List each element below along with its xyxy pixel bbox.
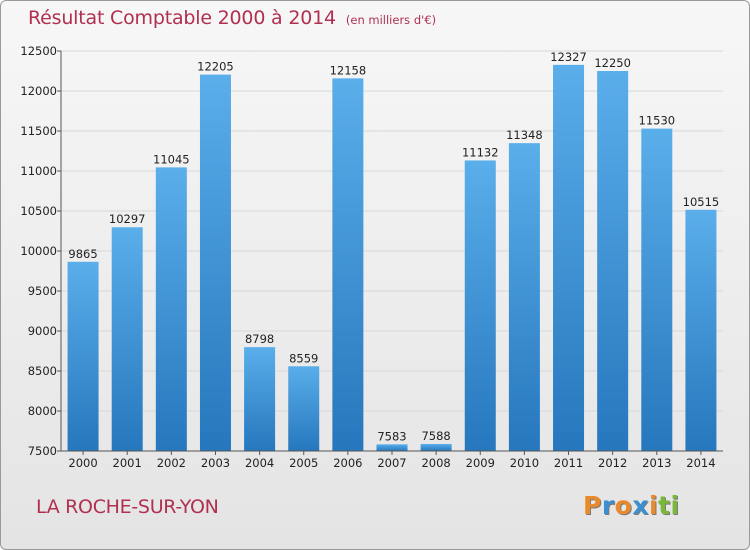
bar-2008 [420, 443, 452, 451]
data-label-2001: 10297 [109, 212, 146, 226]
data-label-2002: 11045 [153, 152, 190, 166]
x-tick-label: 2005 [289, 456, 318, 470]
x-tick-label: 2002 [157, 456, 186, 470]
data-label-2004: 8798 [245, 332, 274, 346]
title-row: Résultat Comptable 2000 à 2014 (en millie… [28, 7, 436, 29]
y-tick-label: 12000 [20, 84, 57, 98]
x-tick-label: 2004 [245, 456, 274, 470]
x-tick-label: 2013 [642, 456, 671, 470]
logo-letter: i [649, 491, 659, 520]
y-tick-label: 9000 [28, 324, 57, 338]
data-label-2011: 12327 [550, 50, 587, 64]
x-tick-label: 2008 [421, 456, 450, 470]
axes [57, 50, 723, 455]
bar-2010 [508, 143, 540, 451]
data-label-2013: 11530 [639, 114, 676, 128]
y-tick-label: 11500 [20, 124, 57, 138]
y-tick-label: 11000 [20, 164, 57, 178]
city-name: LA ROCHE-SUR-YON [36, 496, 219, 518]
y-tick-labels: 7500 8000 8500 9000 9500 10000 10500 11000 11500… [20, 44, 57, 458]
x-tick-label: 2003 [201, 456, 230, 470]
x-tick-label: 2009 [466, 456, 495, 470]
x-tick-label: 2011 [554, 456, 583, 470]
bar-2009 [464, 160, 496, 451]
chart-subtitle: (en milliers d'€) [345, 13, 437, 27]
y-tick-label: 9500 [28, 284, 57, 298]
x-tick-label: 2000 [68, 456, 97, 470]
data-label-2009: 11132 [462, 145, 499, 159]
x-tick-label: 2006 [333, 456, 362, 470]
bars [67, 64, 717, 452]
y-tick-label: 8000 [28, 404, 57, 418]
bar-2002 [155, 167, 187, 451]
data-label-2000: 9865 [68, 247, 97, 261]
bar-2006 [332, 78, 364, 452]
data-labels: 9865 10297 11045 12205 8798 8559 12158 7583 7588… [68, 50, 719, 444]
x-tick-labels: 2000 2001 2002 2003 2004 2005 2006 2007 2008 2009… [68, 456, 715, 470]
bar-2001 [111, 227, 143, 451]
data-label-2005: 8559 [289, 351, 318, 365]
bar-2003 [199, 74, 231, 451]
bar-2000 [67, 261, 99, 451]
y-tick-label: 12500 [20, 44, 57, 58]
logo-letter: t [658, 491, 671, 520]
y-tick-label: 10000 [20, 244, 57, 258]
y-tick-label: 8500 [28, 364, 57, 378]
x-tick-label: 2010 [510, 456, 539, 470]
data-label-2008: 7588 [421, 429, 450, 443]
data-label-2007: 7583 [377, 429, 406, 443]
bar-2014 [685, 209, 717, 451]
logo-letter: P [583, 491, 602, 520]
x-tick-label: 2012 [598, 456, 627, 470]
data-label-2012: 12250 [594, 56, 631, 70]
y-tick-label: 7500 [28, 444, 57, 458]
x-tick-label: 2001 [113, 456, 142, 470]
data-label-2006: 12158 [330, 63, 367, 77]
data-label-2010: 11348 [506, 128, 543, 142]
data-label-2014: 10515 [683, 195, 720, 209]
chart-title: Résultat Comptable 2000 à 2014 [28, 7, 336, 29]
x-tick-label: 2014 [686, 456, 715, 470]
bar-2012 [597, 71, 629, 451]
bar-2007 [376, 444, 408, 451]
logo-letter: x [632, 491, 649, 520]
logo-letter: r [601, 491, 615, 520]
bar-2004 [244, 347, 276, 451]
data-label-2003: 12205 [197, 60, 234, 74]
logo-letter: o [614, 491, 633, 520]
y-tick-label: 10500 [20, 204, 57, 218]
bar-2011 [553, 64, 585, 451]
bar-2005 [288, 366, 320, 451]
logo-letter: i [670, 491, 680, 520]
bar-2013 [641, 128, 673, 451]
proxiti-logo: Proxiti [583, 491, 680, 520]
x-tick-label: 2007 [377, 456, 406, 470]
